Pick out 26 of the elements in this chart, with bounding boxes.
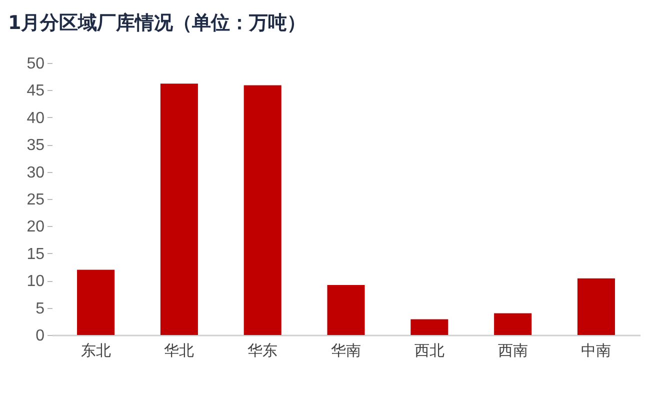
y-tick-label: 0 — [36, 328, 45, 344]
x-tick-label: 西南 — [498, 342, 528, 360]
bar — [577, 278, 615, 335]
chart-title: 1月分区域厂库情况（单位：万吨） — [8, 12, 306, 34]
bar — [160, 84, 198, 335]
x-tick-label: 华北 — [164, 342, 194, 360]
bar — [244, 85, 282, 335]
x-tick-label: 西北 — [414, 342, 444, 360]
bar — [77, 270, 115, 335]
bar — [494, 313, 532, 335]
y-tick-label: 30 — [26, 164, 45, 182]
bar — [327, 284, 365, 335]
y-tick-label: 20 — [26, 218, 45, 236]
x-tick-label: 东北 — [80, 342, 111, 360]
x-tick-label: 华东 — [248, 342, 278, 360]
y-tick-label: 25 — [26, 192, 45, 208]
y-tick-label: 35 — [26, 137, 45, 154]
y-tick-label: 40 — [26, 110, 45, 127]
bar — [410, 319, 448, 335]
y-tick-label: 50 — [26, 56, 45, 72]
y-tick-label: 10 — [26, 273, 45, 290]
y-tick-label: 5 — [36, 300, 45, 318]
y-tick-label: 45 — [26, 82, 45, 100]
y-tick-label: 15 — [26, 246, 45, 263]
x-tick-label: 中南 — [581, 342, 612, 360]
x-tick-label: 华南 — [331, 342, 361, 360]
